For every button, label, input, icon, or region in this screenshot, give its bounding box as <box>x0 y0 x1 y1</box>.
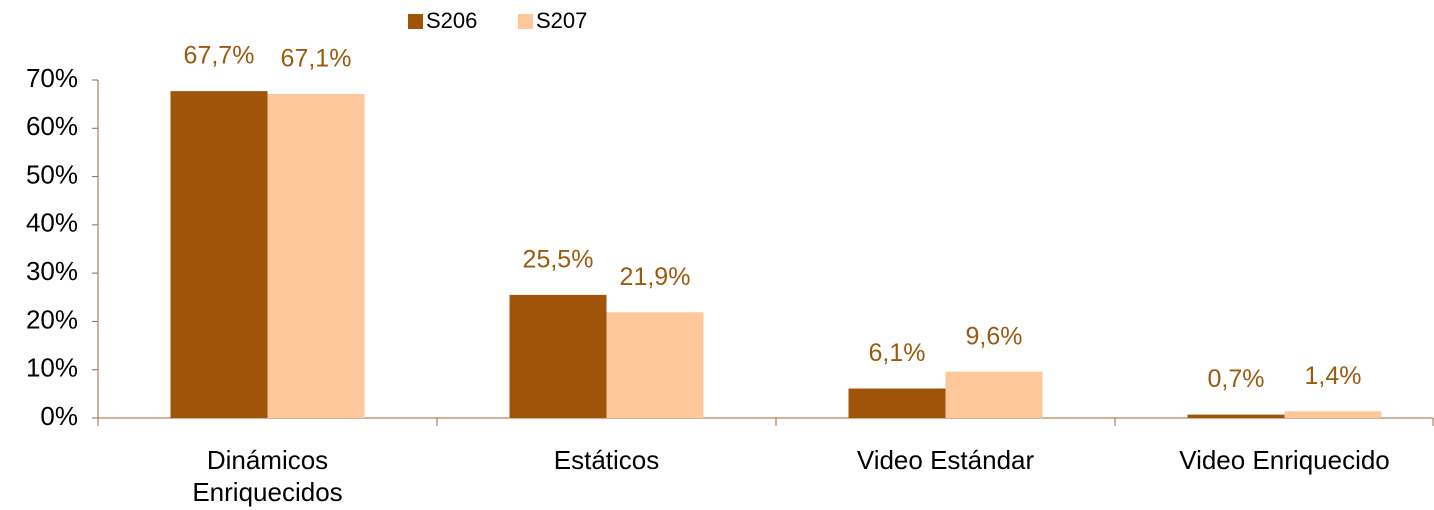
bar <box>1187 414 1285 418</box>
x-tick-label: Estáticos <box>553 445 660 475</box>
y-tick-label: 50% <box>26 159 78 189</box>
legend-swatch <box>408 14 423 29</box>
bar <box>848 388 946 418</box>
x-tick-label: Video Enriquecido <box>1179 445 1390 475</box>
bar <box>1284 411 1382 418</box>
legend-label: S207 <box>536 8 587 33</box>
value-label: 0,7% <box>1208 365 1265 393</box>
value-label: 67,7% <box>184 42 255 70</box>
y-tick-label: 30% <box>26 256 78 286</box>
y-tick-label: 60% <box>26 111 78 141</box>
bar <box>606 312 704 418</box>
y-tick-label: 0% <box>40 401 78 431</box>
bar <box>170 91 268 418</box>
value-label: 9,6% <box>966 322 1023 350</box>
bar <box>945 371 1043 418</box>
x-tick-label: Dinámicos Enriquecidos <box>192 445 343 507</box>
legend-swatch <box>518 14 533 29</box>
value-label: 1,4% <box>1305 362 1362 390</box>
y-tick-label: 70% <box>26 63 78 93</box>
bar <box>509 294 607 418</box>
x-tick-label: Video Estándar <box>856 445 1035 475</box>
y-tick-label: 10% <box>26 353 78 383</box>
legend-label: S206 <box>426 8 477 33</box>
value-label: 21,9% <box>620 263 691 291</box>
y-tick-label: 20% <box>26 304 78 334</box>
y-tick-label: 40% <box>26 208 78 238</box>
value-label: 25,5% <box>523 245 594 273</box>
value-label: 6,1% <box>869 339 926 367</box>
bar <box>267 94 365 418</box>
value-label: 67,1% <box>281 45 352 73</box>
